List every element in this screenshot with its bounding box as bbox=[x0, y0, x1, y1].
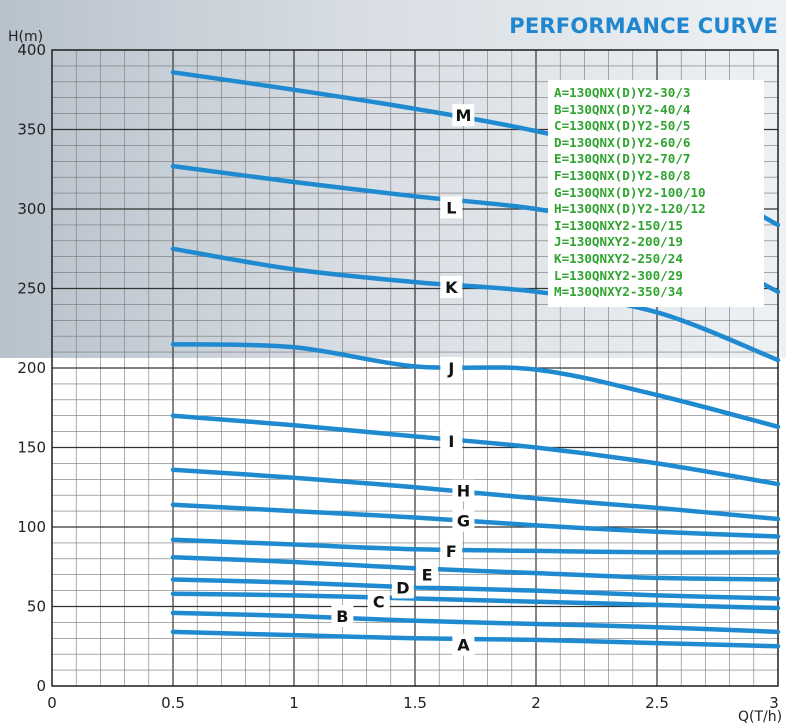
x-tick-label: 1.5 bbox=[403, 694, 427, 712]
x-axis-label: Q(T/h) bbox=[738, 709, 783, 725]
legend-entry: I=130QNXY2-150/15 bbox=[554, 217, 683, 233]
y-tick-label: 150 bbox=[17, 439, 46, 457]
curve-label-b: B bbox=[331, 605, 354, 628]
curve-label-text: H bbox=[457, 481, 470, 500]
curve-label-a: A bbox=[452, 633, 475, 656]
curve-label-box bbox=[416, 563, 439, 586]
legend: A=130QNX(D)Y2-30/3 B=130QNX(D)Y2-40/4 C=13… bbox=[548, 80, 764, 307]
x-tick-label: 1 bbox=[289, 694, 299, 712]
legend-entry: D=130QNX(D)Y2-60/6 bbox=[554, 134, 691, 150]
axis-ticks: 0 50 100 150 200 250 300 350 400 0 0.5 1 1.5 2 2.5 3 bbox=[17, 41, 778, 712]
y-tick-label: 200 bbox=[17, 359, 46, 377]
curve-label-m: M bbox=[452, 104, 475, 127]
curve-label-d: D bbox=[391, 576, 414, 599]
curve-label-f: F bbox=[440, 539, 463, 562]
chart-title: PERFORMANCE CURVE bbox=[509, 14, 778, 38]
legend-entry: J=130QNXY2-200/19 bbox=[554, 234, 683, 250]
curve-k bbox=[170, 246, 781, 363]
curve-label-text: J bbox=[447, 359, 454, 378]
legend-entry: L=130QNXY2-300/29 bbox=[554, 267, 683, 283]
legend-entry: B=130QNX(D)Y2-40/4 bbox=[554, 101, 691, 117]
legend-entry: G=130QNX(D)Y2-100/10 bbox=[554, 184, 706, 200]
curve-label-l: L bbox=[440, 196, 463, 219]
curve-label-i: I bbox=[440, 430, 463, 453]
curve-label-box bbox=[367, 590, 390, 613]
curve-label-box bbox=[440, 196, 463, 219]
curve-f bbox=[170, 537, 781, 555]
curve-label-text: G bbox=[457, 512, 470, 531]
curve-label-text: I bbox=[448, 432, 454, 451]
curve-label-text: F bbox=[446, 542, 457, 561]
curve-label-e: E bbox=[416, 563, 439, 586]
curve-c bbox=[170, 591, 781, 611]
y-tick-label: 0 bbox=[36, 677, 46, 695]
curve-label-text: E bbox=[422, 566, 433, 585]
curve-label-box bbox=[452, 633, 475, 656]
curve-label-box bbox=[440, 430, 463, 453]
curve-label-box bbox=[440, 275, 463, 298]
y-tick-label: 50 bbox=[27, 598, 46, 616]
y-tick-label: 350 bbox=[17, 121, 46, 139]
y-tick-label: 400 bbox=[17, 41, 46, 59]
legend-entry: C=130QNX(D)Y2-50/5 bbox=[554, 118, 691, 134]
curve-d bbox=[170, 577, 781, 601]
curve-label-text: M bbox=[455, 106, 471, 125]
curve-h bbox=[170, 467, 781, 522]
x-tick-label: 2 bbox=[531, 694, 541, 712]
y-axis-label: H(m) bbox=[8, 29, 44, 45]
curve-g bbox=[170, 502, 781, 539]
legend-entry: A=130QNX(D)Y2-30/3 bbox=[554, 85, 691, 100]
x-tick-label: 2.5 bbox=[645, 694, 669, 712]
curve-label-c: C bbox=[367, 590, 390, 613]
curve-label-text: B bbox=[336, 607, 348, 626]
x-tick-label: 0 bbox=[47, 694, 57, 712]
plot-frame bbox=[51, 49, 779, 687]
y-tick-label: 300 bbox=[17, 200, 46, 218]
curve-b bbox=[170, 610, 781, 635]
curve-label-g: G bbox=[452, 509, 475, 532]
x-tick-label: 3 bbox=[769, 694, 779, 712]
curve-label-box bbox=[440, 539, 463, 562]
curve-label-j: J bbox=[440, 357, 463, 379]
legend-entry: K=130QNXY2-250/24 bbox=[554, 250, 683, 266]
curve-label-box bbox=[452, 104, 475, 127]
curve-label-box bbox=[440, 357, 463, 379]
legend-entry: H=130QNX(D)Y2-120/12 bbox=[554, 201, 706, 217]
legend-entry: E=130QNX(D)Y2-70/7 bbox=[554, 151, 691, 167]
curve-label-text: A bbox=[457, 636, 470, 655]
curve-j bbox=[170, 341, 781, 430]
curve-label-box bbox=[391, 576, 414, 599]
curve-label-box bbox=[331, 605, 354, 628]
curve-label-h: H bbox=[452, 479, 475, 502]
curve-label-box bbox=[452, 479, 475, 502]
curve-e bbox=[170, 554, 781, 582]
curve-label-text: D bbox=[396, 578, 409, 597]
curve-label-text: L bbox=[446, 198, 456, 217]
y-tick-label: 250 bbox=[17, 280, 46, 298]
legend-entry: M=130QNXY2-350/34 bbox=[554, 284, 683, 300]
curve-a bbox=[170, 629, 781, 649]
curve-label-k: K bbox=[440, 275, 463, 298]
y-tick-label: 100 bbox=[17, 518, 46, 536]
curve-i bbox=[170, 413, 781, 487]
curve-label-text: K bbox=[445, 278, 458, 297]
curve-label-box bbox=[452, 509, 475, 532]
x-tick-label: 0.5 bbox=[161, 694, 185, 712]
curve-label-text: C bbox=[373, 593, 385, 612]
legend-entry: F=130QNX(D)Y2-80/8 bbox=[554, 167, 691, 183]
